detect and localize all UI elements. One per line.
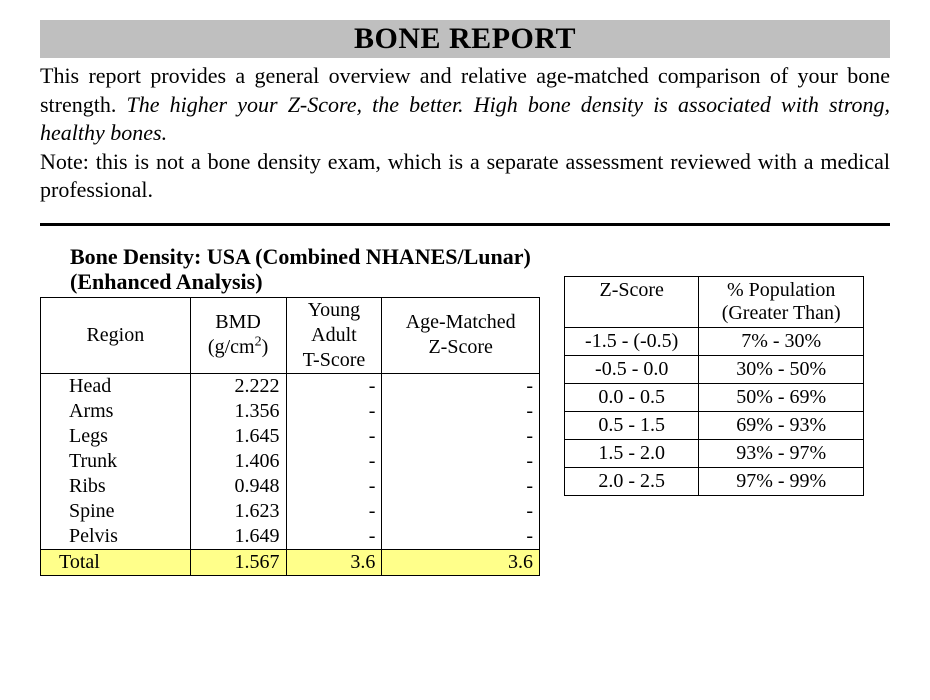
col-header-tscore: Young Adult T-Score — [286, 297, 382, 373]
bmd-header-line1: BMD — [215, 311, 261, 333]
cell-tscore-total: 3.6 — [286, 549, 382, 575]
cell-bmd: 1.406 — [190, 449, 286, 474]
zscore-reference-table: Z-Score % Population (Greater Than) -1.5… — [564, 276, 864, 496]
table-row: -1.5 - (-0.5) 7% - 30% — [565, 327, 864, 355]
col-header-zscore-ref: Z-Score — [565, 276, 699, 327]
cell-region: Legs — [41, 424, 191, 449]
tscore-line3: T-Score — [303, 349, 366, 371]
col-header-population: % Population (Greater Than) — [699, 276, 864, 327]
cell-zscore: - — [382, 474, 540, 499]
zscore-line1: Age-Matched — [406, 311, 516, 333]
pop-line1: % Population — [727, 279, 835, 301]
cell-tscore: - — [286, 499, 382, 524]
cell-zscore-total: 3.6 — [382, 549, 540, 575]
bone-density-block: Bone Density: USA (Combined NHANES/Lunar… — [40, 244, 540, 576]
cell-zscore: - — [382, 373, 540, 399]
cell-population-range: 97% - 99% — [699, 467, 864, 495]
cell-bmd-total: 1.567 — [190, 549, 286, 575]
cell-population-range: 50% - 69% — [699, 383, 864, 411]
tscore-line1: Young — [308, 299, 360, 321]
cell-tscore: - — [286, 474, 382, 499]
cell-tscore: - — [286, 399, 382, 424]
bone-table-body: Head 2.222 - - Arms 1.356 - - Legs 1.645 — [41, 373, 540, 575]
cell-zscore-range: -0.5 - 0.0 — [565, 355, 699, 383]
table-row: 0.0 - 0.5 50% - 69% — [565, 383, 864, 411]
cell-region: Spine — [41, 499, 191, 524]
table-row: 2.0 - 2.5 97% - 99% — [565, 467, 864, 495]
cell-zscore-range: 0.5 - 1.5 — [565, 411, 699, 439]
cell-tscore: - — [286, 373, 382, 399]
cell-population-range: 69% - 93% — [699, 411, 864, 439]
cell-population-range: 30% - 50% — [699, 355, 864, 383]
cell-bmd: 2.222 — [190, 373, 286, 399]
cell-tscore: - — [286, 424, 382, 449]
cell-tscore: - — [286, 524, 382, 550]
cell-zscore: - — [382, 449, 540, 474]
table-row: Legs 1.645 - - — [41, 424, 540, 449]
intro-paragraph: This report provides a general overview … — [40, 62, 890, 205]
cell-zscore-range: 0.0 - 0.5 — [565, 383, 699, 411]
intro-italic: The higher your Z-Score, the better. Hig… — [40, 92, 890, 146]
section-rule — [40, 223, 890, 226]
table-row: Head 2.222 - - — [41, 373, 540, 399]
cell-bmd: 1.356 — [190, 399, 286, 424]
zscore-line2: Z-Score — [428, 336, 492, 358]
bmd-header-prefix: (g/cm — [208, 336, 255, 358]
cell-region: Head — [41, 373, 191, 399]
cell-bmd: 1.649 — [190, 524, 286, 550]
cell-region: Pelvis — [41, 524, 191, 550]
cell-zscore: - — [382, 399, 540, 424]
cell-population-range: 7% - 30% — [699, 327, 864, 355]
col-header-zscore: Age-Matched Z-Score — [382, 297, 540, 373]
cell-bmd: 1.623 — [190, 499, 286, 524]
cell-tscore: - — [286, 449, 382, 474]
tables-row: Bone Density: USA (Combined NHANES/Lunar… — [40, 244, 890, 576]
cell-zscore: - — [382, 524, 540, 550]
table-row: Trunk 1.406 - - — [41, 449, 540, 474]
cell-region: Ribs — [41, 474, 191, 499]
pop-line2: (Greater Than) — [722, 302, 841, 324]
col-header-bmd: BMD (g/cm2) — [190, 297, 286, 373]
table-row: Spine 1.623 - - — [41, 499, 540, 524]
bone-report-page: BONE REPORT This report provides a gener… — [0, 0, 930, 700]
cell-region: Arms — [41, 399, 191, 424]
bone-density-subtitle: Bone Density: USA (Combined NHANES/Lunar… — [40, 244, 540, 295]
bone-density-table: Region BMD (g/cm2) Young Adult T-Score A… — [40, 297, 540, 576]
report-title: BONE REPORT — [40, 20, 890, 58]
table-row: 1.5 - 2.0 93% - 97% — [565, 439, 864, 467]
cell-region: Trunk — [41, 449, 191, 474]
cell-population-range: 93% - 97% — [699, 439, 864, 467]
bmd-header-suffix: ) — [262, 336, 269, 358]
table-row-total: Total 1.567 3.6 3.6 — [41, 549, 540, 575]
cell-zscore-range: -1.5 - (-0.5) — [565, 327, 699, 355]
bmd-header-sup: 2 — [255, 334, 262, 349]
cell-zscore-range: 1.5 - 2.0 — [565, 439, 699, 467]
cell-zscore: - — [382, 499, 540, 524]
table-row: Ribs 0.948 - - — [41, 474, 540, 499]
cell-zscore: - — [382, 424, 540, 449]
intro-text-2: Note: this is not a bone density exam, w… — [40, 149, 890, 203]
cell-bmd: 0.948 — [190, 474, 286, 499]
cell-region-total: Total — [41, 549, 191, 575]
table-row: Pelvis 1.649 - - — [41, 524, 540, 550]
col-header-region: Region — [41, 297, 191, 373]
cell-bmd: 1.645 — [190, 424, 286, 449]
table-row: Arms 1.356 - - — [41, 399, 540, 424]
table-row: -0.5 - 0.0 30% - 50% — [565, 355, 864, 383]
table-row: 0.5 - 1.5 69% - 93% — [565, 411, 864, 439]
tscore-line2: Adult — [311, 324, 357, 346]
cell-zscore-range: 2.0 - 2.5 — [565, 467, 699, 495]
